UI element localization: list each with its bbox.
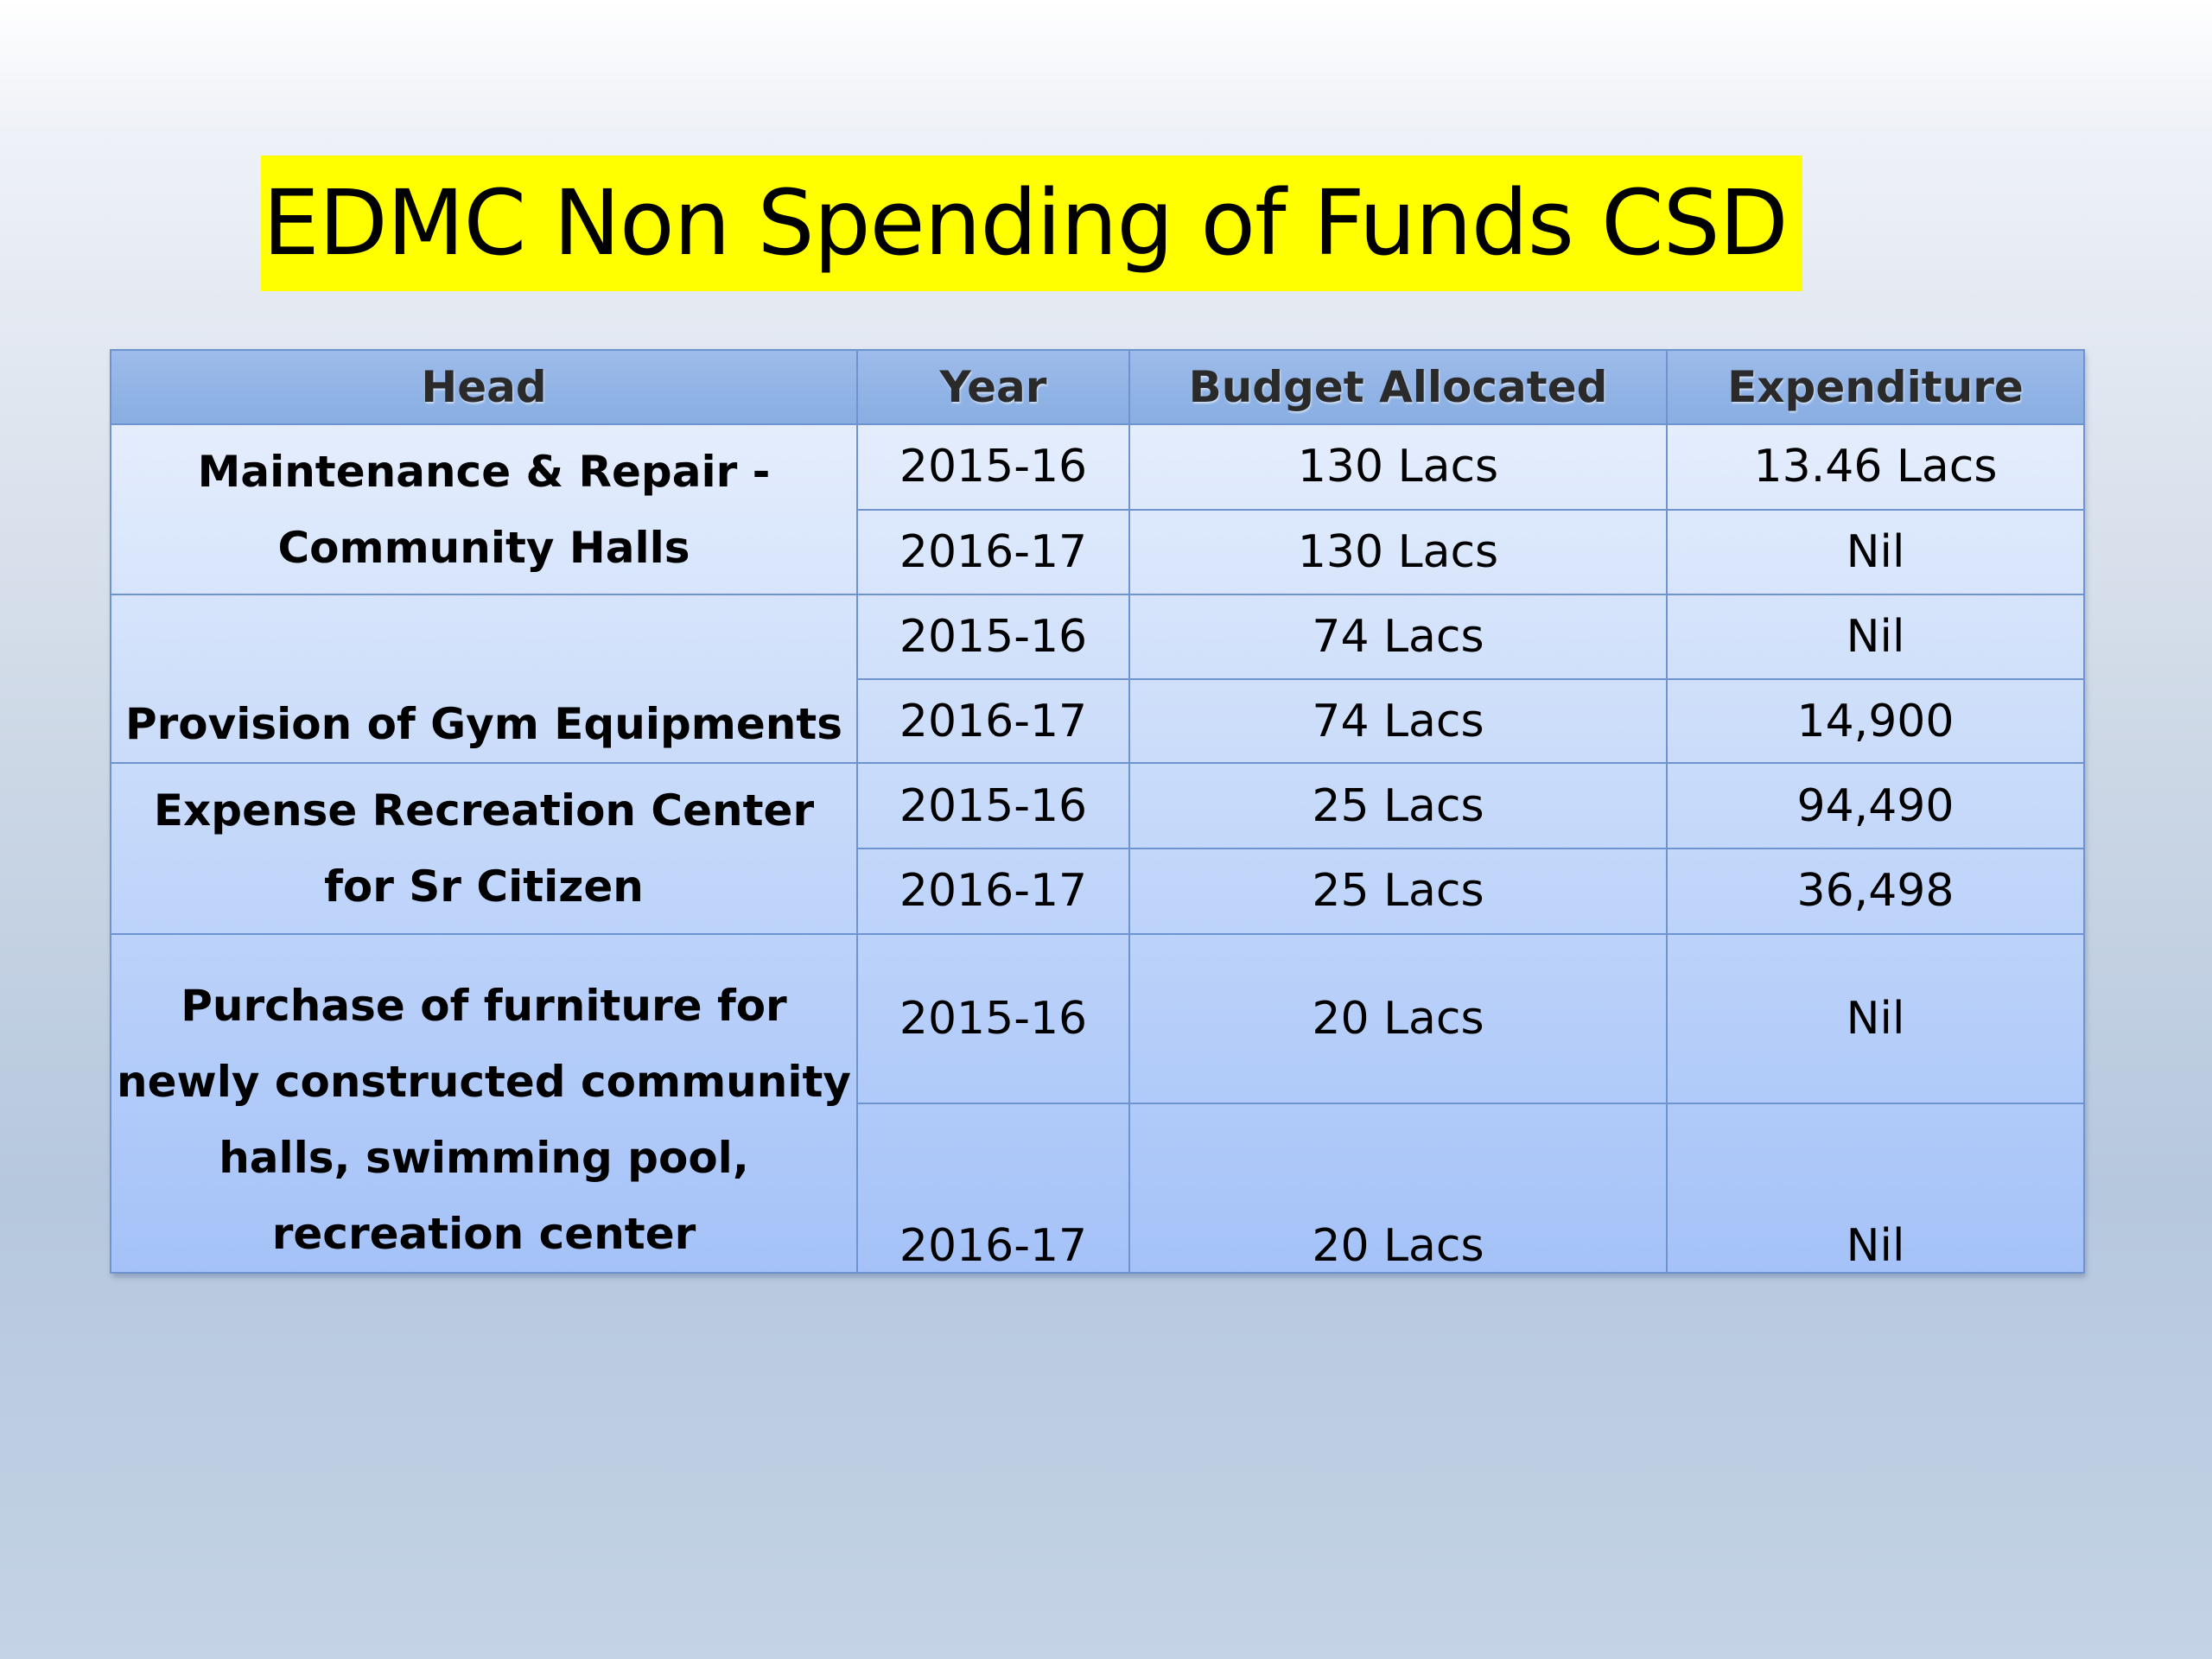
slide-title: EDMC Non Spending of Funds CSD	[261, 156, 1802, 291]
row-head-cell: Purchase of furniture for newly construc…	[110, 932, 858, 1274]
column-header-budget-allocated: Budget Allocated	[1128, 349, 1668, 425]
table-row: Purchase of furniture for newly construc…	[110, 932, 2085, 1274]
budget-cell: 74 Lacs	[1128, 677, 1668, 765]
year-cell: 2016-17	[856, 1102, 1130, 1274]
column-header-head: Head	[110, 349, 858, 425]
budget-table: Head Year Budget Allocated Expenditure M…	[110, 349, 2085, 1274]
expenditure-cell: Nil	[1666, 594, 2085, 680]
year-cell: 2016-17	[856, 847, 1130, 935]
year-cell: 2015-16	[856, 594, 1130, 680]
table-row: 2016-17 20 Lacs Nil	[111, 1102, 2085, 1274]
column-header-year: Year	[856, 349, 1130, 425]
budget-cell: 74 Lacs	[1128, 594, 1668, 680]
expenditure-cell: 36,498	[1666, 847, 2085, 935]
budget-table-container: Head Year Budget Allocated Expenditure M…	[110, 349, 2085, 1274]
year-cell: 2016-17	[856, 677, 1130, 765]
row-head-cell: Maintenance & Repair - Community Halls	[110, 423, 858, 596]
budget-cell: 20 Lacs	[1128, 1102, 1668, 1274]
budget-cell: 130 Lacs	[1128, 423, 1668, 511]
column-header-expenditure: Expenditure	[1666, 349, 2085, 425]
table-row: 2016-17 130 Lacs Nil	[111, 508, 2085, 596]
row-head-cell: Expense Recreation Center for Sr Citizen	[110, 762, 858, 935]
expenditure-cell: Nil	[1666, 1102, 2085, 1274]
table-row: Maintenance & Repair - Community Halls 2…	[110, 423, 2085, 596]
table-header-row: Head Year Budget Allocated Expenditure	[110, 349, 2085, 425]
year-cell: 2015-16	[856, 932, 1130, 1104]
table-row: Provision of Gym Equipments 2015-16 74 L…	[110, 594, 2085, 765]
expenditure-cell: 13.46 Lacs	[1666, 423, 2085, 511]
expenditure-cell: 14,900	[1666, 677, 2085, 765]
year-cell: 2015-16	[856, 762, 1130, 849]
year-cell: 2015-16	[856, 423, 1130, 511]
budget-cell: 25 Lacs	[1128, 847, 1668, 935]
table-row: 2016-17 25 Lacs 36,498	[111, 847, 2085, 935]
table-row: Expense Recreation Center for Sr Citizen…	[110, 762, 2085, 935]
year-cell: 2016-17	[856, 508, 1130, 596]
budget-cell: 20 Lacs	[1128, 932, 1668, 1104]
expenditure-cell: Nil	[1666, 932, 2085, 1104]
row-head-cell: Provision of Gym Equipments	[110, 594, 858, 765]
expenditure-cell: 94,490	[1666, 762, 2085, 849]
expenditure-cell: Nil	[1666, 508, 2085, 596]
table-row: 2016-17 74 Lacs 14,900	[111, 677, 2085, 765]
budget-cell: 130 Lacs	[1128, 508, 1668, 596]
budget-cell: 25 Lacs	[1128, 762, 1668, 849]
